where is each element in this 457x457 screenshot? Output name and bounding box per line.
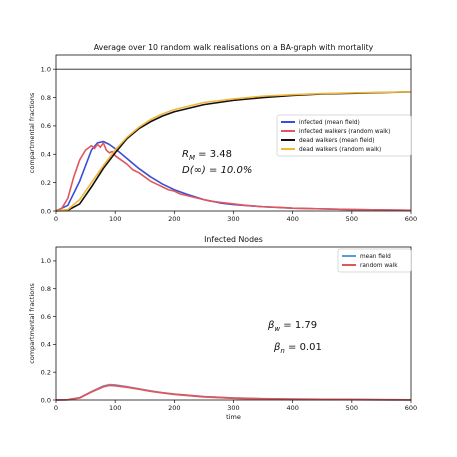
x-tick-label: 300	[227, 404, 239, 412]
x-tick-label: 500	[346, 215, 358, 223]
mortality-chart: Average over 10 random walk realisations…	[28, 43, 417, 223]
x-tick-label: 400	[286, 404, 298, 412]
series-line-2	[55, 142, 412, 212]
y-tick-label: 0.6	[41, 122, 51, 130]
legend: infected (mean field) infected walkers (r…	[276, 114, 412, 157]
annotation: βn = 0.01	[273, 342, 322, 355]
y-tick-label: 1.0	[41, 65, 51, 73]
y-tick-label: 0.4	[41, 151, 51, 159]
y-tick-label: 1.0	[41, 257, 51, 265]
x-tick-label: 600	[405, 215, 417, 223]
x-tick-label: 100	[109, 215, 121, 223]
chart-title: Infected Nodes	[204, 235, 263, 244]
y-axis-label: compartmental fractions	[28, 283, 36, 364]
legend-label: random walk	[360, 263, 398, 269]
legend-box	[276, 114, 412, 157]
legend-label: dead walkers (random walk)	[299, 147, 381, 153]
x-axis-label: time	[226, 413, 241, 421]
series-line-2	[55, 384, 412, 401]
x-tick-label: 200	[168, 215, 180, 223]
annotation: D(∞) = 10.0%	[182, 165, 252, 176]
x-tick-label: 100	[109, 404, 121, 412]
y-tick-label: 0.8	[41, 94, 51, 102]
y-tick-label: 0.2	[41, 368, 51, 376]
x-tick-label: 400	[286, 215, 298, 223]
legend-label: mean field	[360, 254, 391, 260]
legend: mean field random walk	[337, 248, 412, 273]
x-tick-label: 200	[168, 404, 180, 412]
annotation: βw = 1.79	[267, 320, 317, 333]
y-tick-label: 0.0	[41, 396, 51, 404]
x-tick-label: 0	[54, 404, 58, 412]
y-tick-label: 0.8	[41, 285, 51, 293]
legend-label: infected walkers (random walk)	[299, 129, 390, 135]
x-tick-label: 300	[227, 215, 239, 223]
y-axis-label: compartmental fractions	[28, 92, 36, 173]
y-tick-label: 0.6	[41, 313, 51, 321]
x-tick-label: 600	[405, 404, 417, 412]
x-tick-label: 500	[346, 404, 358, 412]
annotation: RM = 3.48	[182, 149, 232, 162]
legend-label: infected (mean field)	[299, 120, 360, 126]
x-tick-label: 0	[54, 215, 58, 223]
chart-title: Average over 10 random walk realisations…	[94, 43, 374, 52]
y-tick-label: 0.4	[41, 341, 51, 349]
infected-nodes-chart: Infected Nodes 0 100 200 300 400 500 600 0.0 0.2 0…	[28, 235, 417, 421]
y-tick-label: 0.0	[41, 207, 51, 215]
series-line-4	[55, 91, 412, 212]
y-tick-label: 0.2	[41, 179, 51, 187]
legend-box	[337, 248, 412, 273]
legend-label: dead walkers (mean field)	[299, 138, 375, 144]
